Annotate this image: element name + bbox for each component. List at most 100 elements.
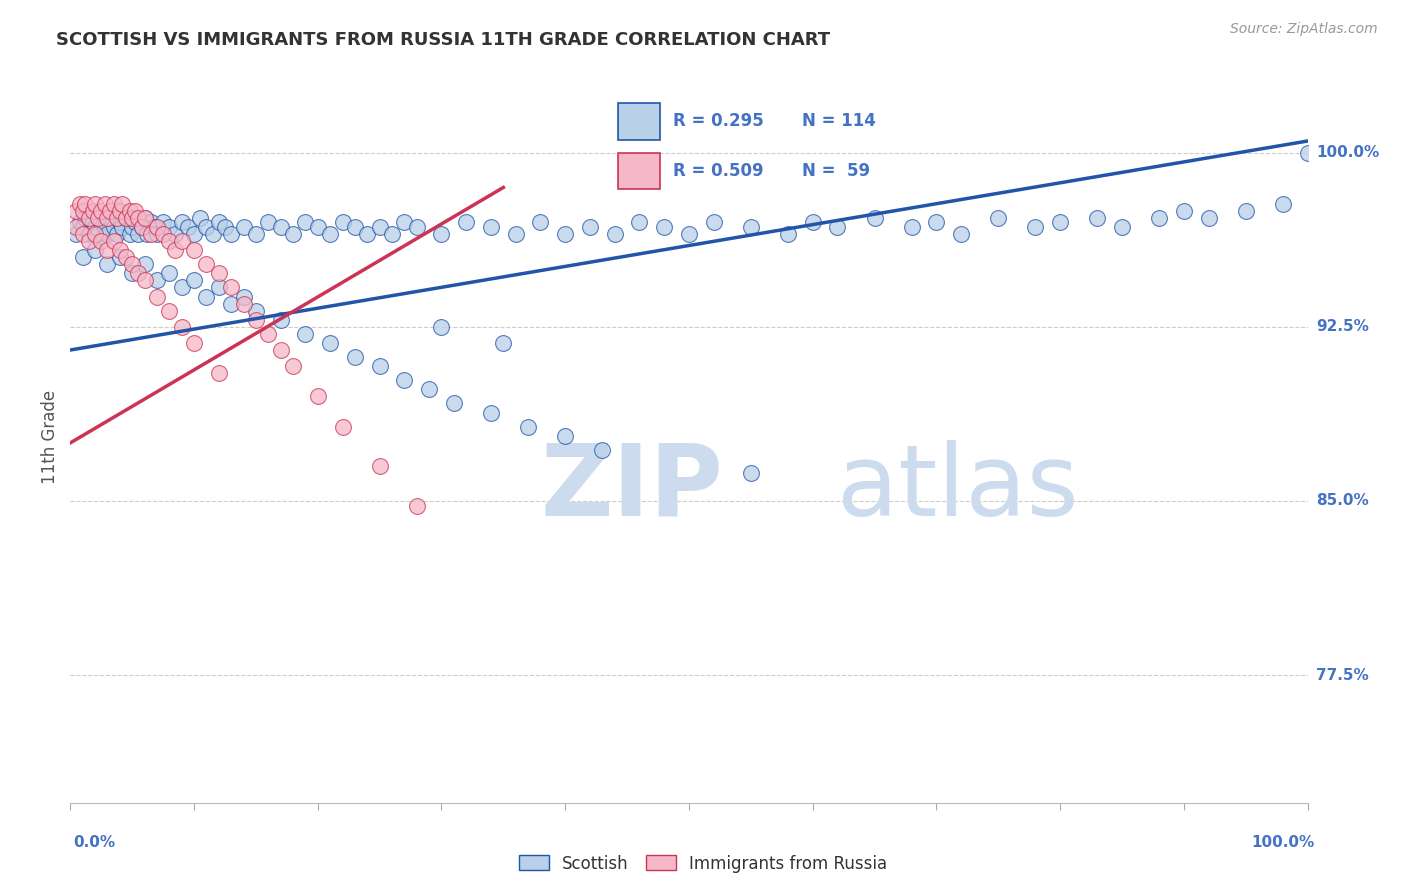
Text: ZIP: ZIP — [540, 440, 723, 537]
Point — [90, 215, 112, 229]
Point — [307, 389, 329, 403]
Point — [405, 499, 427, 513]
Point — [294, 326, 316, 341]
Point — [900, 219, 922, 234]
Point — [157, 234, 180, 248]
Point — [127, 266, 149, 280]
Point — [195, 219, 218, 234]
Point — [554, 429, 576, 443]
Point — [456, 215, 478, 229]
Point — [108, 250, 131, 264]
Point — [1147, 211, 1170, 225]
Point — [214, 219, 236, 234]
Point — [517, 419, 540, 434]
Point — [332, 419, 354, 434]
Point — [127, 227, 149, 241]
Point — [245, 227, 267, 241]
Point — [628, 215, 651, 229]
Point — [72, 250, 94, 264]
Point — [987, 211, 1010, 225]
Point — [72, 219, 94, 234]
Point — [118, 227, 141, 241]
Point — [554, 227, 576, 241]
Point — [84, 196, 107, 211]
Point — [208, 266, 231, 280]
Point — [356, 227, 378, 241]
Point — [579, 219, 602, 234]
Point — [157, 303, 180, 318]
Point — [105, 211, 128, 225]
Point — [90, 234, 112, 248]
Point — [177, 219, 200, 234]
Point — [703, 215, 725, 229]
Point — [108, 203, 131, 218]
Point — [332, 215, 354, 229]
Point — [115, 250, 138, 264]
Point — [492, 336, 515, 351]
Point — [270, 313, 292, 327]
Text: 100.0%: 100.0% — [1251, 836, 1315, 850]
Point — [146, 227, 169, 241]
Point — [96, 227, 118, 241]
Point — [157, 266, 180, 280]
Point — [1234, 203, 1257, 218]
Point — [94, 196, 117, 211]
Point — [165, 227, 187, 241]
Point — [170, 319, 193, 334]
Point — [801, 215, 824, 229]
Point — [134, 211, 156, 225]
Point — [139, 227, 162, 241]
Point — [69, 196, 91, 211]
Point — [281, 359, 304, 374]
Point — [84, 219, 107, 234]
Point — [307, 219, 329, 234]
Point — [96, 243, 118, 257]
Point — [69, 215, 91, 229]
Point — [418, 383, 440, 397]
Point — [208, 215, 231, 229]
Point — [183, 243, 205, 257]
Point — [103, 196, 125, 211]
Point — [219, 296, 242, 310]
Point — [165, 243, 187, 257]
Point — [143, 219, 166, 234]
Point — [183, 336, 205, 351]
Point — [121, 219, 143, 234]
Point — [146, 290, 169, 304]
Point — [232, 296, 254, 310]
Point — [84, 227, 107, 241]
Point — [86, 227, 108, 241]
Point — [72, 203, 94, 218]
Point — [394, 215, 416, 229]
Point — [134, 257, 156, 271]
Point — [170, 234, 193, 248]
Point — [257, 326, 280, 341]
Point — [201, 227, 224, 241]
Point — [208, 280, 231, 294]
Text: 0.0%: 0.0% — [73, 836, 115, 850]
Text: 85.0%: 85.0% — [1316, 493, 1368, 508]
Point — [77, 234, 100, 248]
Point — [1024, 219, 1046, 234]
Point — [65, 219, 87, 234]
Point — [86, 211, 108, 225]
Point — [827, 219, 849, 234]
Point — [146, 219, 169, 234]
Point — [103, 234, 125, 248]
Point — [1049, 215, 1071, 229]
Point — [111, 196, 134, 211]
Point — [529, 215, 551, 229]
Point — [134, 211, 156, 225]
Point — [98, 211, 121, 225]
Point — [131, 219, 153, 234]
Point — [257, 215, 280, 229]
Point — [82, 215, 104, 229]
Point — [134, 273, 156, 287]
Point — [1173, 203, 1195, 218]
Point — [121, 266, 143, 280]
Point — [124, 203, 146, 218]
Point — [1111, 219, 1133, 234]
Point — [183, 273, 205, 287]
Point — [430, 227, 453, 241]
Point — [121, 211, 143, 225]
